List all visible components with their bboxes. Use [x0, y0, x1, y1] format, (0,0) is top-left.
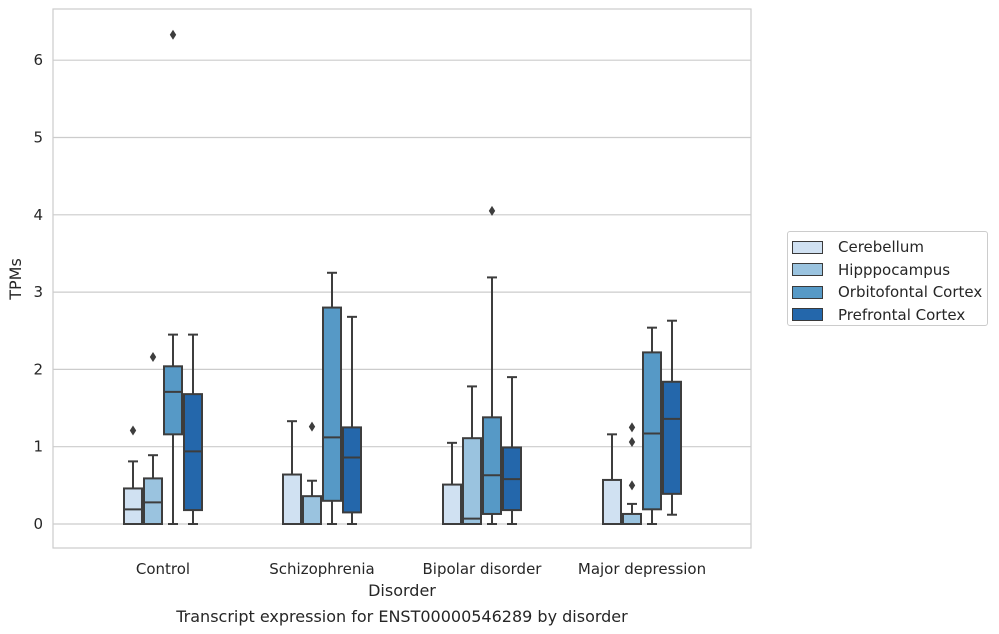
legend-swatch [792, 240, 823, 254]
x-tick-label: Control [136, 560, 190, 578]
outlier-point [169, 29, 177, 40]
x-tick-label: Major depression [578, 560, 706, 578]
box-body [123, 487, 143, 525]
box [342, 315, 362, 525]
box [662, 319, 682, 516]
y-tick-label: 0 [33, 515, 43, 533]
box-body [282, 473, 302, 526]
legend-swatch [792, 308, 823, 322]
box-body [662, 380, 682, 495]
legend-label: Cerebellum [838, 238, 924, 257]
box [502, 376, 522, 525]
legend-item: Prefrontal Cortex [792, 304, 987, 327]
y-tick-label: 5 [33, 129, 43, 147]
box-body [602, 478, 622, 525]
box [163, 29, 183, 525]
plot-frame [52, 8, 752, 549]
outlier-point [628, 422, 636, 433]
box-series [123, 29, 682, 526]
box-body [482, 416, 502, 515]
outlier-point [149, 352, 157, 363]
box-body [342, 426, 362, 514]
box [622, 422, 642, 525]
legend-swatch [792, 263, 823, 277]
box [642, 326, 662, 525]
box-body [462, 437, 482, 525]
x-tick-label: Bipolar disorder [423, 560, 543, 578]
y-tick-label: 6 [33, 51, 43, 69]
box-body [622, 512, 642, 525]
legend-item: Hipppocampus [792, 259, 987, 282]
box-body [642, 351, 662, 511]
box [183, 333, 203, 525]
box-body [442, 483, 462, 525]
outlier-point [628, 437, 636, 448]
outlier-point [129, 425, 137, 436]
box [123, 425, 143, 525]
box [602, 433, 622, 525]
legend-label: Hipppocampus [838, 260, 951, 279]
legend-label: Prefrontal Cortex [838, 305, 966, 324]
legend-label: Orbitofontal Cortex [838, 283, 983, 302]
box [302, 421, 322, 525]
box-body [163, 365, 183, 436]
box-body [143, 477, 163, 526]
box [143, 352, 163, 526]
box [282, 420, 302, 526]
x-tick-labels: Control Schizophrenia Bipolar disorder Majo… [136, 560, 706, 578]
legend-item: Orbitofontal Cortex [792, 281, 987, 304]
box-body [302, 495, 322, 525]
legend-item: Cerebellum [792, 236, 987, 259]
box [442, 441, 462, 525]
x-axis-label: Disorder [368, 581, 436, 600]
box [462, 385, 482, 525]
box [322, 271, 342, 525]
box-body [322, 306, 342, 502]
y-tick-label: 2 [33, 360, 43, 378]
legend-swatch [792, 285, 823, 299]
y-tick-labels: 0 1 2 3 4 5 6 [33, 51, 43, 533]
legend: Cerebellum Hipppocampus Orbitofontal Corte… [787, 231, 988, 326]
outlier-point [308, 421, 316, 432]
y-tick-label: 1 [33, 438, 43, 456]
x-tick-label: Schizophrenia [269, 560, 374, 578]
outlier-point [628, 480, 636, 491]
outlier-point [488, 205, 496, 216]
chart-title: Transcript expression for ENST0000054628… [175, 607, 628, 626]
y-tick-label: 3 [33, 283, 43, 301]
y-axis-label: TPMs [6, 258, 25, 301]
y-tick-label: 4 [33, 206, 43, 224]
box [482, 205, 502, 525]
